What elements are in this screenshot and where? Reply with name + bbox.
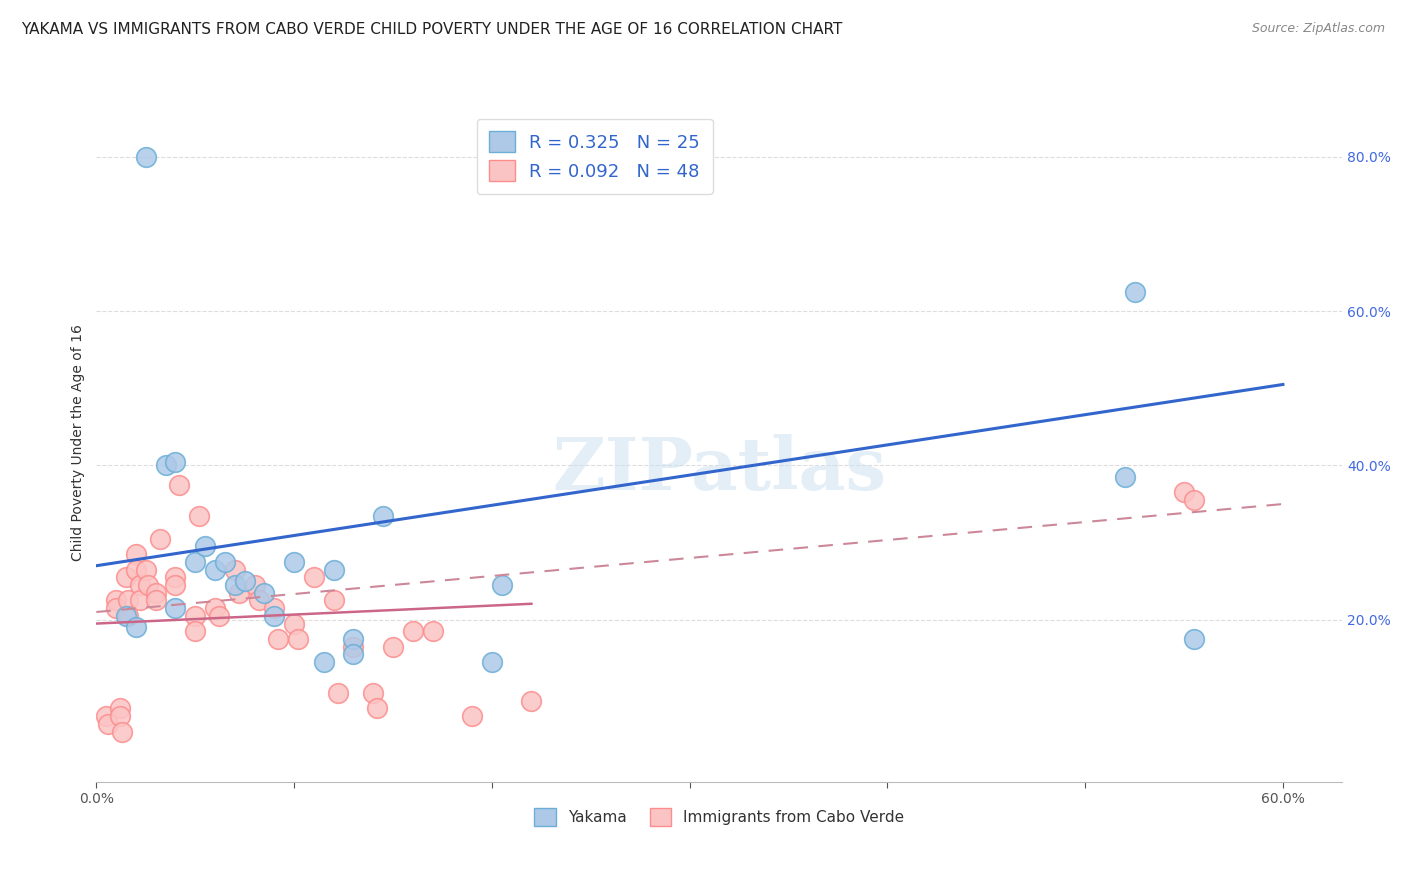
Point <box>520 694 543 708</box>
Point <box>224 563 246 577</box>
Point <box>128 578 150 592</box>
Point <box>287 632 309 646</box>
Point <box>243 578 266 592</box>
Point <box>208 608 231 623</box>
Y-axis label: Child Poverty Under the Age of 16: Child Poverty Under the Age of 16 <box>72 324 86 561</box>
Point <box>125 620 148 634</box>
Point <box>117 593 139 607</box>
Point <box>361 686 384 700</box>
Point <box>135 150 157 164</box>
Point <box>481 655 503 669</box>
Point <box>125 563 148 577</box>
Point <box>283 616 305 631</box>
Point <box>402 624 425 639</box>
Point <box>1173 485 1195 500</box>
Point <box>1182 632 1205 646</box>
Point <box>491 578 513 592</box>
Point <box>1123 285 1146 299</box>
Point <box>188 508 211 523</box>
Point <box>117 608 139 623</box>
Point <box>1182 493 1205 508</box>
Point <box>233 574 256 589</box>
Point <box>302 570 325 584</box>
Point <box>115 608 138 623</box>
Point <box>145 593 167 607</box>
Point <box>247 593 270 607</box>
Point <box>165 454 187 468</box>
Point <box>108 701 131 715</box>
Point <box>342 632 364 646</box>
Point <box>204 601 226 615</box>
Text: YAKAMA VS IMMIGRANTS FROM CABO VERDE CHILD POVERTY UNDER THE AGE OF 16 CORRELATI: YAKAMA VS IMMIGRANTS FROM CABO VERDE CHI… <box>21 22 842 37</box>
Point <box>1114 470 1136 484</box>
Point <box>115 570 138 584</box>
Point <box>214 555 236 569</box>
Point <box>342 648 364 662</box>
Point <box>145 585 167 599</box>
Point <box>263 601 285 615</box>
Point <box>125 547 148 561</box>
Point <box>135 563 157 577</box>
Point <box>422 624 444 639</box>
Point <box>312 655 335 669</box>
Point <box>194 540 217 554</box>
Point <box>366 701 388 715</box>
Point <box>322 563 344 577</box>
Point <box>105 601 128 615</box>
Point <box>184 608 207 623</box>
Point <box>204 563 226 577</box>
Point <box>371 508 394 523</box>
Point <box>263 608 285 623</box>
Text: Source: ZipAtlas.com: Source: ZipAtlas.com <box>1251 22 1385 36</box>
Point <box>108 709 131 723</box>
Point <box>224 578 246 592</box>
Point <box>128 593 150 607</box>
Point <box>184 624 207 639</box>
Point <box>342 640 364 654</box>
Point <box>169 477 191 491</box>
Point <box>165 601 187 615</box>
Point <box>326 686 349 700</box>
Point <box>97 716 120 731</box>
Point <box>322 593 344 607</box>
Point <box>105 593 128 607</box>
Point <box>184 555 207 569</box>
Point <box>253 585 276 599</box>
Point <box>461 709 484 723</box>
Point <box>136 578 159 592</box>
Legend: Yakama, Immigrants from Cabo Verde: Yakama, Immigrants from Cabo Verde <box>529 802 911 831</box>
Point <box>96 709 118 723</box>
Point <box>267 632 290 646</box>
Point <box>149 532 172 546</box>
Text: ZIPatlas: ZIPatlas <box>553 434 886 505</box>
Point <box>165 578 187 592</box>
Point <box>283 555 305 569</box>
Point <box>155 458 177 473</box>
Point <box>228 585 250 599</box>
Point <box>382 640 405 654</box>
Point <box>111 724 134 739</box>
Point <box>165 570 187 584</box>
